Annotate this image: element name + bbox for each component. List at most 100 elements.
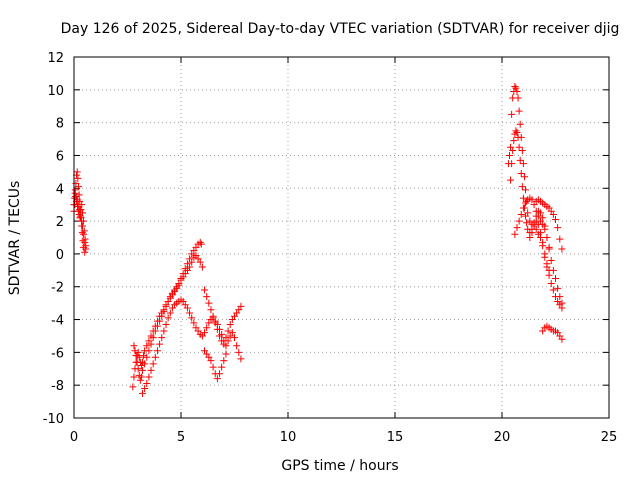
data-point — [203, 293, 211, 301]
data-point — [534, 212, 542, 220]
data-point — [512, 84, 520, 92]
data-point — [549, 286, 557, 294]
data-point — [160, 307, 168, 315]
data-point — [77, 217, 85, 225]
data-point — [530, 222, 538, 230]
data-point — [554, 284, 562, 292]
data-point — [136, 376, 144, 384]
x-tick-label: 25 — [601, 430, 618, 445]
data-point — [213, 320, 221, 328]
data-point — [81, 248, 89, 256]
y-tick-label: 2 — [56, 215, 64, 230]
data-point — [209, 312, 217, 320]
data-point — [137, 361, 145, 369]
data-point — [79, 222, 87, 230]
data-point — [153, 347, 161, 355]
axis-ticks: 0 5 10 15 20 25 -10 -8 -6 -4 -2 0 2 4 6 8 10 12 — [43, 51, 618, 445]
data-point — [75, 206, 83, 214]
data-point — [162, 320, 170, 328]
data-point — [73, 196, 81, 204]
data-point — [226, 320, 234, 328]
data-point — [151, 327, 159, 335]
data-point — [539, 238, 547, 246]
data-point — [522, 212, 530, 220]
data-point — [196, 258, 204, 266]
data-point — [216, 325, 224, 333]
data-point — [156, 340, 164, 348]
data-point — [201, 329, 209, 337]
data-point — [508, 110, 516, 118]
data-points — [70, 83, 566, 397]
data-point — [166, 309, 174, 317]
data-point — [134, 365, 142, 373]
data-point — [552, 275, 559, 283]
data-point — [519, 160, 527, 168]
data-point — [141, 384, 149, 392]
data-point — [143, 353, 151, 361]
data-point — [534, 220, 542, 228]
data-point — [76, 212, 84, 220]
data-point — [545, 266, 553, 274]
data-point — [149, 334, 157, 342]
data-point — [186, 309, 194, 317]
data-point — [81, 238, 89, 246]
data-point — [513, 87, 521, 95]
data-point — [138, 366, 146, 374]
data-point — [532, 207, 540, 215]
data-point — [523, 197, 531, 205]
data-point — [162, 302, 170, 310]
data-point — [160, 327, 168, 335]
data-point — [158, 312, 166, 320]
data-point — [513, 224, 521, 232]
data-point — [138, 389, 146, 397]
data-point — [80, 230, 88, 238]
data-point — [554, 224, 562, 232]
data-point — [213, 375, 221, 383]
data-point — [516, 120, 524, 128]
data-point — [526, 234, 534, 241]
data-point — [547, 256, 555, 264]
data-point — [143, 380, 151, 388]
data-point — [218, 330, 226, 338]
data-point — [74, 174, 82, 182]
data-point — [220, 357, 228, 365]
y-tick-label: 6 — [56, 149, 64, 164]
data-point — [151, 353, 159, 361]
data-point — [507, 176, 515, 184]
data-point — [75, 191, 83, 199]
data-point — [74, 183, 82, 191]
data-point — [74, 201, 82, 209]
data-point — [175, 281, 183, 289]
data-point — [130, 373, 138, 381]
data-point — [80, 227, 88, 235]
data-point — [224, 337, 232, 345]
data-point — [129, 383, 137, 391]
y-tick-label: 4 — [56, 182, 64, 197]
data-point — [509, 147, 517, 155]
data-point — [556, 235, 564, 243]
x-tick-label: 20 — [494, 430, 511, 445]
data-point — [558, 245, 566, 253]
data-point — [198, 263, 206, 271]
data-point — [511, 230, 519, 238]
data-point — [222, 342, 230, 350]
chart-title: Day 126 of 2025, Sidereal Day-to-day VTE… — [61, 21, 620, 37]
x-tick-label: 10 — [280, 430, 297, 445]
data-point — [537, 229, 545, 237]
data-point — [556, 293, 564, 301]
data-point — [237, 355, 245, 363]
data-point — [145, 373, 153, 381]
data-point — [196, 238, 204, 246]
data-point — [190, 319, 198, 327]
data-point — [203, 324, 211, 332]
data-point — [132, 352, 140, 360]
data-point — [82, 245, 90, 253]
data-point — [207, 357, 215, 365]
data-point — [515, 217, 523, 225]
data-point — [510, 137, 518, 145]
data-point — [517, 170, 525, 178]
data-point — [514, 94, 522, 102]
plot-frame — [73, 56, 610, 419]
data-point — [515, 143, 523, 151]
